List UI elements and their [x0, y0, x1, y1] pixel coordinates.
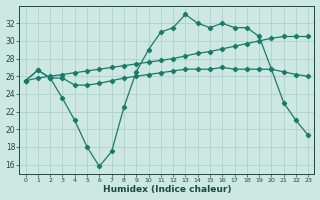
X-axis label: Humidex (Indice chaleur): Humidex (Indice chaleur): [103, 185, 231, 194]
